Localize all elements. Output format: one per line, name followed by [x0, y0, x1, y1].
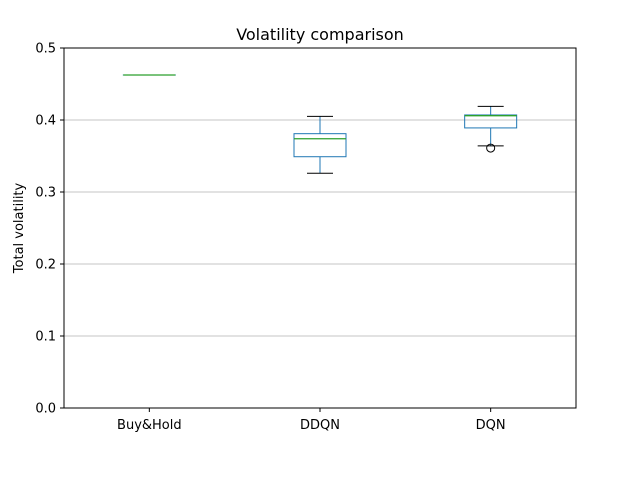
y-tick-label: 0.0 — [35, 402, 56, 417]
iqr-box — [464, 114, 518, 129]
y-tick-label: 0.5 — [35, 42, 56, 57]
y-tick-label: 0.3 — [35, 186, 56, 201]
axis-ticks: 0.0 0.1 0.2 0.3 0.4 0.5 Buy&Hold DDQN DQN — [35, 42, 505, 434]
box-ddqn — [293, 115, 347, 174]
y-tick-label: 0.4 — [35, 114, 56, 129]
y-axis-label: Total volatility — [12, 182, 27, 274]
chart-title: Volatility comparison — [236, 25, 404, 44]
box-dqn — [464, 105, 518, 153]
outlier-point — [486, 143, 496, 153]
x-tick-label: DQN — [476, 418, 506, 433]
box-series — [122, 74, 518, 174]
iqr-box — [293, 133, 347, 158]
y-tick-label: 0.2 — [35, 258, 56, 273]
plot-area-frame — [63, 47, 577, 409]
y-tick-label: 0.1 — [35, 330, 56, 345]
x-tick-label: DDQN — [300, 418, 340, 433]
gridlines — [64, 47, 576, 409]
x-tick-label: Buy&Hold — [117, 418, 182, 433]
